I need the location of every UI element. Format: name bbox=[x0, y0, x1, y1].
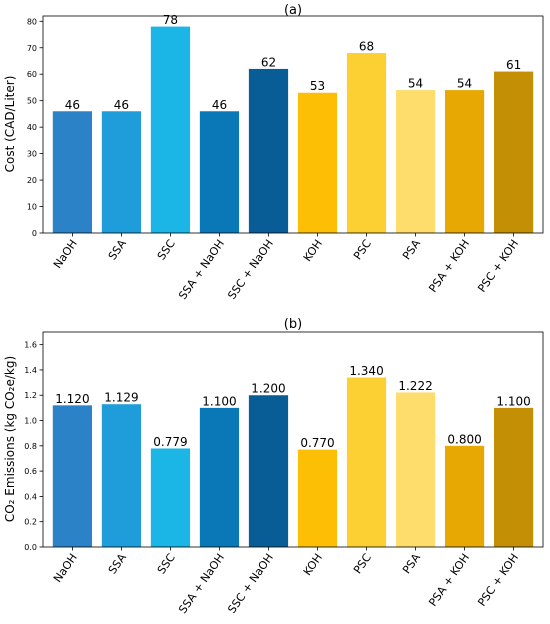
data-label: 1.100 bbox=[496, 394, 530, 408]
y-tick-label: 1.4 bbox=[24, 366, 37, 375]
bar-ssc-naoh bbox=[248, 68, 289, 234]
x-tick-label: SSC + NaOH bbox=[225, 551, 276, 616]
x-tick-label: PSA + KOH bbox=[426, 551, 472, 609]
data-label: 0.800 bbox=[447, 432, 481, 446]
x-tick-label: SSC bbox=[155, 551, 178, 576]
bar-psa bbox=[395, 90, 436, 233]
data-label: 1.129 bbox=[104, 391, 138, 405]
data-label: 62 bbox=[261, 55, 276, 69]
bar-ssa bbox=[101, 111, 142, 233]
bar-psc-koh bbox=[493, 407, 534, 547]
chart-panel-b: (b) CO₂ Emissions (kg CO₂e/kg) 0.0 0.2 0.4 0.… bbox=[3, 317, 544, 616]
x-tick-label: SSC + NaOH bbox=[225, 237, 276, 302]
data-label: 0.779 bbox=[153, 435, 187, 449]
x-tick-label: PSC + KOH bbox=[475, 551, 521, 608]
x-tick-label: NaOH bbox=[51, 237, 80, 271]
y-tick-label: 0.0 bbox=[24, 543, 37, 552]
x-tick-label: SSA + NaOH bbox=[176, 551, 227, 616]
x-tick-label: KOH bbox=[301, 237, 325, 264]
bar-ssa-naoh bbox=[199, 111, 240, 233]
y-axis-label: Cost (CAD/Liter) bbox=[3, 76, 17, 173]
y-tick-label: 60 bbox=[27, 70, 37, 79]
data-label: 46 bbox=[65, 98, 80, 112]
y-tick-label: 1.2 bbox=[24, 391, 37, 400]
chart-title: (b) bbox=[284, 317, 302, 332]
bar-psa-koh bbox=[444, 90, 485, 233]
y-tick-label: 0.8 bbox=[24, 442, 37, 451]
data-label: 1.200 bbox=[251, 382, 285, 396]
y-axis-label: CO₂ Emissions (kg CO₂e/kg) bbox=[3, 356, 17, 522]
data-label: 53 bbox=[310, 79, 325, 93]
x-tick-label: KOH bbox=[301, 551, 325, 578]
y-tick-label: 20 bbox=[27, 176, 37, 185]
x-tick-label: NaOH bbox=[51, 551, 80, 585]
bar-naoh bbox=[52, 405, 93, 547]
axes-frame bbox=[42, 15, 544, 234]
y-tick-label: 0.6 bbox=[24, 467, 37, 476]
bar-koh bbox=[297, 92, 338, 234]
bar-naoh bbox=[52, 111, 93, 233]
bar-ssc bbox=[150, 448, 191, 547]
y-tick-label: 70 bbox=[27, 44, 37, 53]
x-tick-label: PSA + KOH bbox=[426, 237, 472, 295]
bar-psa bbox=[395, 392, 436, 547]
y-tick-label: 10 bbox=[27, 203, 37, 212]
data-label: 0.770 bbox=[300, 436, 334, 450]
x-tick-label: PSC bbox=[351, 237, 374, 262]
bar-ssa-naoh bbox=[199, 407, 240, 547]
x-tick-label: SSA bbox=[106, 551, 129, 577]
bar-ssc-naoh bbox=[248, 395, 289, 547]
y-tick-label: 0.2 bbox=[24, 518, 37, 527]
data-label: 54 bbox=[457, 77, 472, 91]
data-label: 46 bbox=[114, 98, 129, 112]
bar-ssa bbox=[101, 404, 142, 547]
x-tick-label: SSA bbox=[106, 237, 129, 263]
bar-psc bbox=[346, 377, 387, 547]
y-tick-label: 80 bbox=[27, 17, 37, 26]
y-tick-label: 1.6 bbox=[24, 341, 37, 350]
data-label: 54 bbox=[408, 77, 423, 91]
chart-panel-a: (a) Cost (CAD/Liter) 0 10 20 30 40 50 60 70 80 46 Na… bbox=[3, 3, 544, 302]
bar-psc-koh bbox=[493, 71, 534, 233]
data-label: 1.222 bbox=[398, 379, 432, 393]
y-tick-label: 40 bbox=[27, 123, 37, 132]
x-tick-label: PSA bbox=[400, 551, 423, 576]
data-label: 46 bbox=[212, 98, 227, 112]
bar-psa-koh bbox=[444, 445, 485, 547]
data-label: 61 bbox=[506, 58, 521, 72]
data-label: 68 bbox=[359, 40, 374, 54]
data-label: 1.120 bbox=[55, 392, 89, 406]
y-tick-label: 30 bbox=[27, 150, 37, 159]
x-tick-label: SSC bbox=[155, 237, 178, 262]
x-tick-label: SSA + NaOH bbox=[176, 237, 227, 302]
data-label: 1.100 bbox=[202, 394, 236, 408]
chart-title: (a) bbox=[284, 3, 302, 18]
x-tick-label: PSC bbox=[351, 551, 374, 576]
bar-koh bbox=[297, 449, 338, 547]
axes-frame bbox=[42, 331, 544, 548]
x-tick-label: PSC + KOH bbox=[475, 237, 521, 294]
bar-ssc bbox=[150, 26, 191, 234]
bar-psc bbox=[346, 53, 387, 233]
y-tick-label: 1.0 bbox=[24, 417, 37, 426]
y-tick-label: 0.4 bbox=[24, 492, 37, 501]
x-tick-label: PSA bbox=[400, 237, 423, 262]
data-label: 78 bbox=[163, 13, 178, 27]
y-tick-label: 50 bbox=[27, 97, 37, 106]
y-tick-label: 0 bbox=[32, 229, 37, 238]
data-label: 1.340 bbox=[349, 364, 383, 378]
